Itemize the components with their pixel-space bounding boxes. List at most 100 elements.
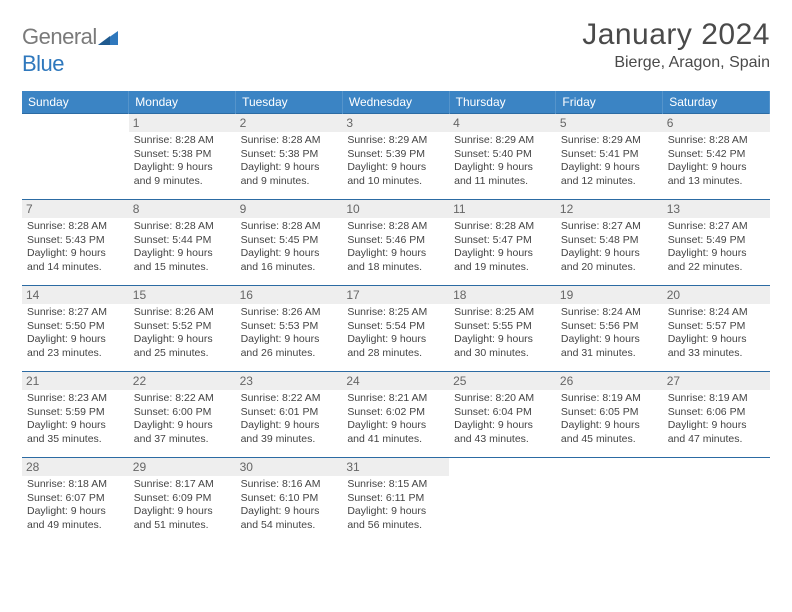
- calendar-cell: 6 Sunrise: 8:28 AMSunset: 5:42 PMDaylight…: [663, 114, 770, 200]
- day-header: Tuesday: [236, 91, 343, 114]
- calendar-week: 1 Sunrise: 8:28 AMSunset: 5:38 PMDaylight…: [22, 114, 770, 200]
- day-header: Saturday: [663, 91, 770, 114]
- day-info: Sunrise: 8:29 AMSunset: 5:41 PMDaylight:…: [561, 134, 658, 189]
- day-info: Sunrise: 8:28 AMSunset: 5:38 PMDaylight:…: [241, 134, 338, 189]
- day-info: Sunrise: 8:28 AMSunset: 5:47 PMDaylight:…: [454, 220, 551, 275]
- calendar-cell: [663, 458, 770, 544]
- day-number: 17: [342, 286, 449, 304]
- day-header: Friday: [556, 91, 663, 114]
- calendar-cell: 12 Sunrise: 8:27 AMSunset: 5:48 PMDayligh…: [556, 200, 663, 286]
- day-number: 26: [556, 372, 663, 390]
- day-info: Sunrise: 8:27 AMSunset: 5:50 PMDaylight:…: [27, 306, 124, 361]
- calendar-cell: 15Sunrise: 8:26 AMSunset: 5:52 PMDayligh…: [129, 286, 236, 372]
- day-number: 28: [22, 458, 129, 476]
- calendar-cell: 21 Sunrise: 8:23 AMSunset: 5:59 PMDayligh…: [22, 372, 129, 458]
- calendar-cell: 26 Sunrise: 8:19 AMSunset: 6:05 PMDayligh…: [556, 372, 663, 458]
- day-info: Sunrise: 8:27 AMSunset: 5:49 PMDaylight:…: [668, 220, 765, 275]
- day-number: 14: [22, 286, 129, 304]
- day-number: 1: [129, 114, 236, 132]
- day-header: Wednesday: [342, 91, 449, 114]
- day-number: 29: [129, 458, 236, 476]
- calendar-table: SundayMondayTuesdayWednesdayThursdayFrid…: [22, 91, 770, 544]
- calendar-cell: 1 Sunrise: 8:28 AMSunset: 5:38 PMDaylight…: [129, 114, 236, 200]
- day-info: Sunrise: 8:15 AMSunset: 6:11 PMDaylight:…: [347, 478, 444, 533]
- day-info: Sunrise: 8:19 AMSunset: 6:05 PMDaylight:…: [561, 392, 658, 447]
- day-info: Sunrise: 8:17 AMSunset: 6:09 PMDaylight:…: [134, 478, 231, 533]
- day-number: 15: [129, 286, 236, 304]
- day-number: 22: [129, 372, 236, 390]
- calendar-cell: 11 Sunrise: 8:28 AMSunset: 5:47 PMDayligh…: [449, 200, 556, 286]
- calendar-cell: 18 Sunrise: 8:25 AMSunset: 5:55 PMDayligh…: [449, 286, 556, 372]
- calendar-cell: 3 Sunrise: 8:29 AMSunset: 5:39 PMDaylight…: [342, 114, 449, 200]
- day-number: 12: [556, 200, 663, 218]
- day-number: 2: [236, 114, 343, 132]
- day-number: 4: [449, 114, 556, 132]
- day-info: Sunrise: 8:19 AMSunset: 6:06 PMDaylight:…: [668, 392, 765, 447]
- day-info: Sunrise: 8:18 AMSunset: 6:07 PMDaylight:…: [27, 478, 124, 533]
- day-info: Sunrise: 8:28 AMSunset: 5:44 PMDaylight:…: [134, 220, 231, 275]
- calendar-week: 21 Sunrise: 8:23 AMSunset: 5:59 PMDayligh…: [22, 372, 770, 458]
- day-info: Sunrise: 8:28 AMSunset: 5:46 PMDaylight:…: [347, 220, 444, 275]
- day-number: 21: [22, 372, 129, 390]
- calendar-cell: [449, 458, 556, 544]
- day-number: 7: [22, 200, 129, 218]
- day-number: 16: [236, 286, 343, 304]
- day-info: Sunrise: 8:27 AMSunset: 5:48 PMDaylight:…: [561, 220, 658, 275]
- day-number: 6: [663, 114, 770, 132]
- calendar-cell: 22 Sunrise: 8:22 AMSunset: 6:00 PMDayligh…: [129, 372, 236, 458]
- calendar-cell: 2 Sunrise: 8:28 AMSunset: 5:38 PMDaylight…: [236, 114, 343, 200]
- calendar-cell: 8Sunrise: 8:28 AMSunset: 5:44 PMDaylight…: [129, 200, 236, 286]
- day-number: 10: [342, 200, 449, 218]
- logo: General Blue: [22, 18, 118, 77]
- day-number: 3: [342, 114, 449, 132]
- calendar-cell: 9Sunrise: 8:28 AMSunset: 5:45 PMDaylight…: [236, 200, 343, 286]
- calendar-cell: 27Sunrise: 8:19 AMSunset: 6:06 PMDayligh…: [663, 372, 770, 458]
- day-number: 23: [236, 372, 343, 390]
- day-info: Sunrise: 8:29 AMSunset: 5:39 PMDaylight:…: [347, 134, 444, 189]
- calendar-cell: 14 Sunrise: 8:27 AMSunset: 5:50 PMDayligh…: [22, 286, 129, 372]
- day-info: Sunrise: 8:26 AMSunset: 5:53 PMDaylight:…: [241, 306, 338, 361]
- calendar-cell: 23 Sunrise: 8:22 AMSunset: 6:01 PMDayligh…: [236, 372, 343, 458]
- day-info: Sunrise: 8:20 AMSunset: 6:04 PMDaylight:…: [454, 392, 551, 447]
- calendar-cell: 16 Sunrise: 8:26 AMSunset: 5:53 PMDayligh…: [236, 286, 343, 372]
- day-number: 20: [663, 286, 770, 304]
- day-info: Sunrise: 8:22 AMSunset: 6:01 PMDaylight:…: [241, 392, 338, 447]
- calendar-cell: 24 Sunrise: 8:21 AMSunset: 6:02 PMDayligh…: [342, 372, 449, 458]
- calendar-cell: 30Sunrise: 8:16 AMSunset: 6:10 PMDayligh…: [236, 458, 343, 544]
- location: Bierge, Aragon, Spain: [582, 54, 770, 72]
- month-title: January 2024: [582, 18, 770, 52]
- day-info: Sunrise: 8:28 AMSunset: 5:42 PMDaylight:…: [668, 134, 765, 189]
- day-number: 25: [449, 372, 556, 390]
- day-info: Sunrise: 8:25 AMSunset: 5:54 PMDaylight:…: [347, 306, 444, 361]
- day-number: 18: [449, 286, 556, 304]
- day-number: 9: [236, 200, 343, 218]
- calendar-cell: 25 Sunrise: 8:20 AMSunset: 6:04 PMDayligh…: [449, 372, 556, 458]
- day-number: 13: [663, 200, 770, 218]
- day-header: Thursday: [449, 91, 556, 114]
- calendar-cell: 31Sunrise: 8:15 AMSunset: 6:11 PMDayligh…: [342, 458, 449, 544]
- calendar-cell: 7 Sunrise: 8:28 AMSunset: 5:43 PMDaylight…: [22, 200, 129, 286]
- calendar-week: 28 Sunrise: 8:18 AMSunset: 6:07 PMDayligh…: [22, 458, 770, 544]
- day-info: Sunrise: 8:21 AMSunset: 6:02 PMDaylight:…: [347, 392, 444, 447]
- calendar-cell: 28 Sunrise: 8:18 AMSunset: 6:07 PMDayligh…: [22, 458, 129, 544]
- day-info: Sunrise: 8:28 AMSunset: 5:38 PMDaylight:…: [134, 134, 231, 189]
- day-number: 5: [556, 114, 663, 132]
- day-info: Sunrise: 8:24 AMSunset: 5:56 PMDaylight:…: [561, 306, 658, 361]
- day-header: Sunday: [22, 91, 129, 114]
- day-number: 24: [342, 372, 449, 390]
- day-info: Sunrise: 8:23 AMSunset: 5:59 PMDaylight:…: [27, 392, 124, 447]
- day-info: Sunrise: 8:29 AMSunset: 5:40 PMDaylight:…: [454, 134, 551, 189]
- day-info: Sunrise: 8:22 AMSunset: 6:00 PMDaylight:…: [134, 392, 231, 447]
- calendar-cell: [556, 458, 663, 544]
- logo-triangle-icon: [98, 25, 118, 51]
- day-info: Sunrise: 8:25 AMSunset: 5:55 PMDaylight:…: [454, 306, 551, 361]
- calendar-cell: [22, 114, 129, 200]
- logo-word2: Blue: [22, 51, 64, 76]
- calendar-cell: 4 Sunrise: 8:29 AMSunset: 5:40 PMDaylight…: [449, 114, 556, 200]
- title-block: January 2024 Bierge, Aragon, Spain: [582, 18, 770, 72]
- day-info: Sunrise: 8:28 AMSunset: 5:43 PMDaylight:…: [27, 220, 124, 275]
- header: General Blue January 2024 Bierge, Aragon…: [22, 18, 770, 77]
- day-number: 11: [449, 200, 556, 218]
- calendar-cell: 5 Sunrise: 8:29 AMSunset: 5:41 PMDaylight…: [556, 114, 663, 200]
- logo-word1: General: [22, 24, 97, 49]
